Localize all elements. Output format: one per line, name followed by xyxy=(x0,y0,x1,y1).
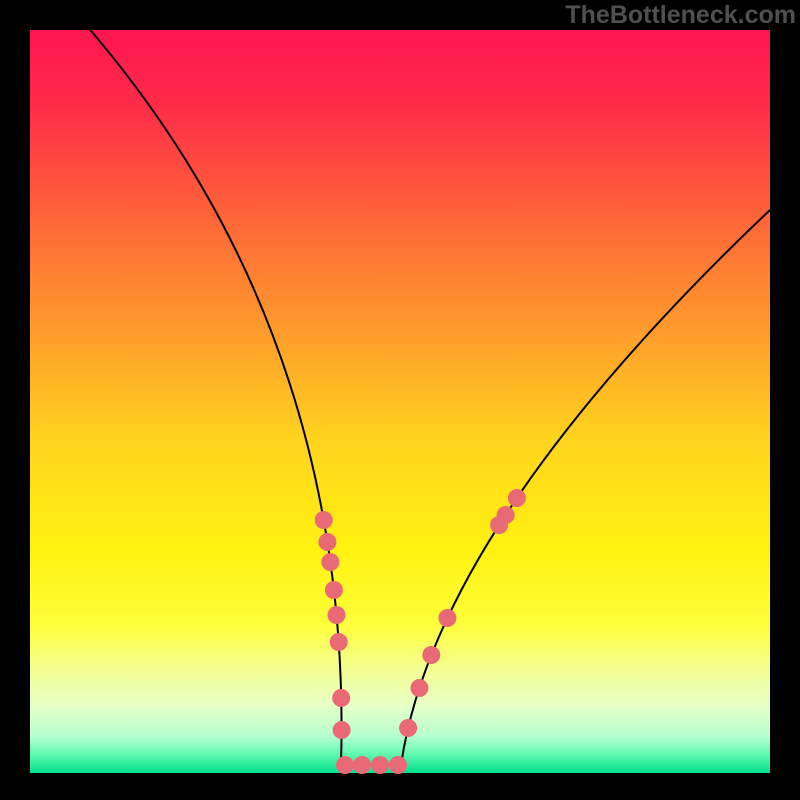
watermark-text: TheBottleneck.com xyxy=(565,1,796,30)
marker-dot xyxy=(325,581,343,599)
marker-dot xyxy=(330,633,348,651)
marker-dot xyxy=(438,609,456,627)
marker-dot xyxy=(371,756,389,774)
marker-dot xyxy=(399,719,417,737)
plot-area xyxy=(30,30,770,773)
marker-dot xyxy=(332,689,350,707)
marker-dot xyxy=(422,646,440,664)
marker-dot xyxy=(336,756,354,774)
curve-layer xyxy=(30,30,770,773)
marker-dot xyxy=(410,679,428,697)
marker-dot xyxy=(389,756,407,774)
marker-dot xyxy=(353,756,371,774)
marker-dot xyxy=(508,489,526,507)
marker-dot xyxy=(318,533,336,551)
marker-dot xyxy=(315,511,333,529)
marker-dot xyxy=(321,553,339,571)
marker-dot xyxy=(333,721,351,739)
marker-dot xyxy=(490,516,508,534)
marker-dot xyxy=(328,606,346,624)
